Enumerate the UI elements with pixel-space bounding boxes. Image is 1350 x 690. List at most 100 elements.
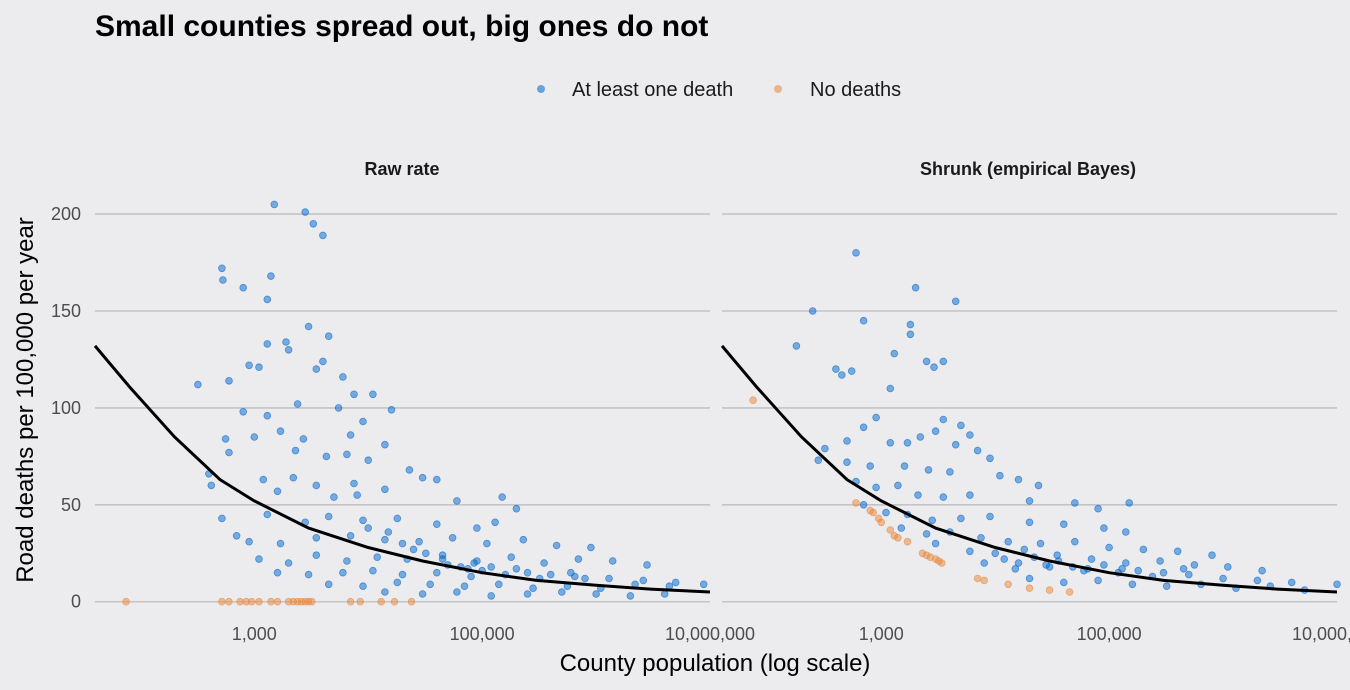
data-point-deaths	[1190, 561, 1199, 569]
data-point-deaths	[931, 427, 940, 436]
data-point-no-deaths	[122, 597, 130, 606]
data-point-deaths	[986, 454, 994, 463]
data-point-deaths	[529, 584, 537, 592]
data-point-deaths	[273, 487, 282, 496]
data-point-deaths	[906, 330, 915, 339]
data-point-deaths	[263, 340, 272, 348]
legend-marker-deaths	[537, 85, 545, 93]
data-point-deaths	[343, 557, 351, 565]
x-tick-label: 1,000	[232, 624, 277, 644]
panel-shrunk: 1,000 100,000 10,000,000	[720, 213, 1350, 644]
data-point-no-deaths	[225, 597, 233, 606]
data-point-deaths	[334, 404, 343, 412]
data-point-deaths	[1122, 528, 1130, 536]
data-point-no-deaths	[749, 396, 757, 405]
data-point-deaths	[309, 220, 318, 228]
data-point-deaths	[557, 588, 566, 596]
data-point-deaths	[194, 380, 202, 389]
data-point-deaths	[324, 580, 333, 589]
data-point-deaths	[498, 493, 507, 501]
data-point-deaths	[263, 510, 272, 519]
data-point-deaths	[245, 537, 253, 546]
data-point-deaths	[432, 520, 441, 528]
data-point-deaths	[339, 373, 347, 381]
data-point-deaths	[957, 421, 965, 430]
y-tick-label-200: 200	[51, 204, 81, 224]
data-point-deaths	[512, 504, 521, 513]
data-point-deaths	[931, 539, 940, 548]
x-axis-title: County population (log scale)	[560, 650, 871, 677]
data-point-no-deaths	[903, 537, 912, 546]
data-point-deaths	[546, 570, 555, 579]
data-point-deaths	[284, 559, 293, 567]
data-point-deaths	[1173, 547, 1182, 556]
data-point-deaths	[1025, 574, 1034, 583]
data-point-deaths	[957, 514, 965, 523]
data-point-deaths	[566, 568, 575, 577]
data-point-deaths	[946, 468, 954, 476]
data-point-deaths	[986, 512, 994, 521]
data-point-deaths	[906, 320, 915, 329]
data-point-deaths	[1156, 557, 1164, 565]
data-point-no-deaths	[218, 597, 226, 606]
data-point-deaths	[432, 475, 441, 484]
data-point-deaths	[1014, 475, 1023, 484]
data-point-deaths	[381, 440, 389, 449]
data-point-deaths	[922, 357, 931, 366]
data-point-deaths	[1000, 555, 1008, 563]
data-point-deaths	[882, 508, 890, 517]
data-point-deaths	[319, 231, 327, 240]
data-point-deaths	[843, 437, 851, 445]
data-point-deaths	[900, 462, 909, 470]
data-point-deaths	[1025, 497, 1034, 505]
data-point-deaths	[605, 574, 613, 583]
data-point-deaths	[219, 276, 227, 284]
data-point-no-deaths	[377, 597, 386, 606]
data-point-deaths	[939, 357, 948, 366]
data-point-deaths	[448, 533, 457, 542]
data-point-deaths	[432, 568, 441, 577]
data-point-deaths	[930, 363, 938, 372]
data-point-deaths	[626, 592, 635, 600]
data-point-no-deaths	[247, 597, 256, 606]
data-point-deaths	[373, 553, 382, 561]
data-point-deaths	[966, 431, 974, 439]
data-point-deaths	[1004, 537, 1012, 546]
data-point-deaths	[1185, 570, 1193, 579]
data-point-deaths	[1042, 561, 1050, 569]
data-point-deaths	[324, 332, 333, 341]
data-point-deaths	[418, 473, 427, 482]
data-point-deaths	[319, 357, 327, 366]
data-point-no-deaths	[1045, 586, 1054, 594]
data-point-deaths	[859, 316, 868, 325]
data-point-deaths	[821, 444, 829, 453]
data-point-no-deaths	[886, 526, 895, 534]
data-point-deaths	[914, 491, 922, 499]
data-point-deaths	[939, 493, 948, 501]
data-point-no-deaths	[356, 597, 365, 606]
data-point-no-deaths	[937, 559, 946, 567]
data-point-deaths	[523, 568, 532, 577]
data-point-deaths	[1087, 555, 1096, 563]
data-point-deaths	[359, 516, 367, 525]
chart-title: Small counties spread out, big ones do n…	[95, 10, 708, 43]
data-point-deaths	[369, 390, 377, 399]
data-point-no-deaths	[346, 597, 355, 606]
data-point-no-deaths	[980, 576, 988, 585]
data-point-deaths	[381, 588, 389, 596]
data-point-deaths	[1333, 580, 1341, 589]
data-point-deaths	[293, 400, 302, 408]
data-point-deaths	[415, 537, 423, 546]
data-point-deaths	[939, 415, 948, 424]
data-point-deaths	[897, 524, 906, 532]
data-point-deaths	[289, 473, 298, 482]
x-tick-label: 10,000,000	[665, 624, 755, 644]
data-point-deaths	[398, 539, 407, 548]
data-point-deaths	[364, 524, 373, 532]
data-point-deaths	[369, 566, 377, 575]
data-point-deaths	[364, 456, 373, 465]
data-point-no-deaths	[1065, 588, 1074, 596]
trend-line	[93, 344, 711, 594]
data-point-deaths	[1094, 504, 1102, 513]
data-point-deaths	[1034, 481, 1043, 490]
